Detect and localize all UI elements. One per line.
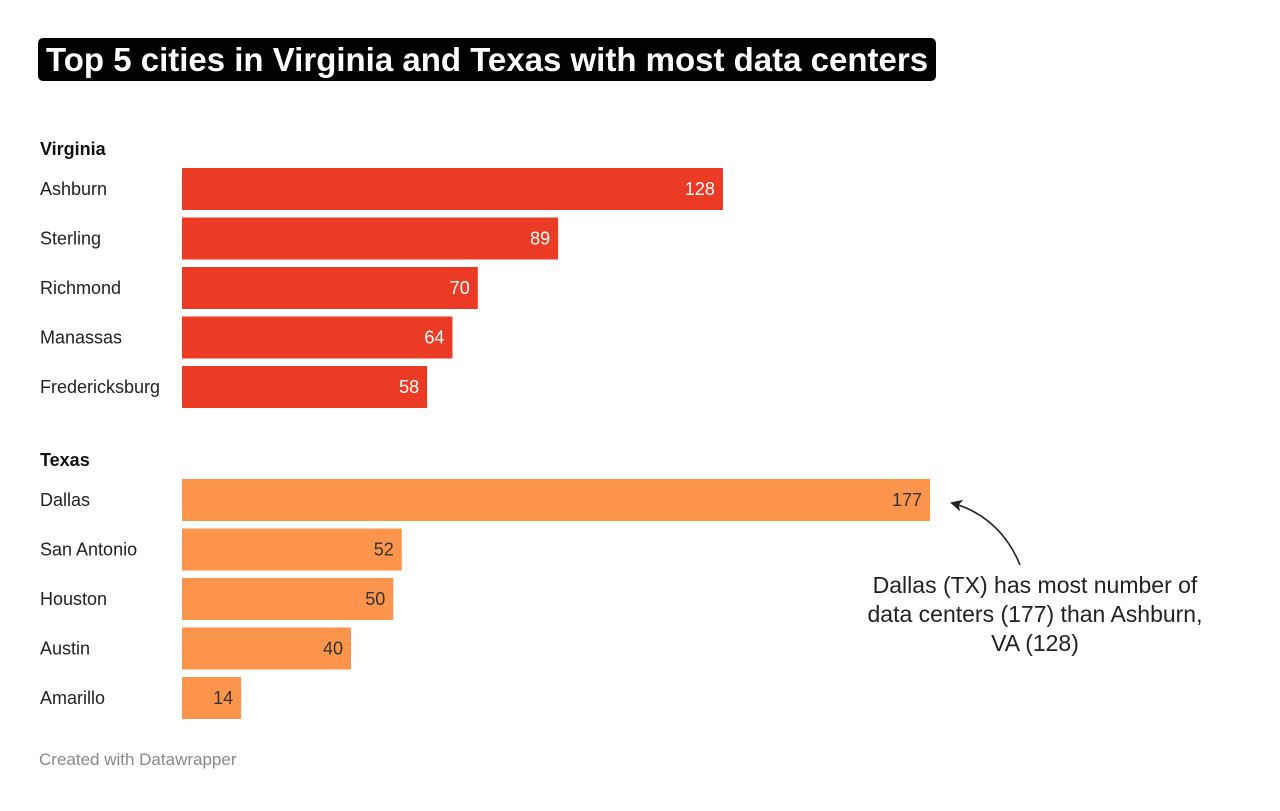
category-label-manassas: Manassas <box>40 328 122 348</box>
bar-austin <box>182 627 352 670</box>
bar-richmond <box>182 267 478 309</box>
value-label-dallas: 177 <box>892 490 922 510</box>
annotation-arrow <box>950 499 1021 566</box>
group-label-texas: Texas <box>40 450 90 470</box>
value-label-austin: 40 <box>323 639 343 659</box>
category-label-san-antonio: San Antonio <box>40 540 137 560</box>
bar-amarillo <box>182 677 242 719</box>
bar-san-antonio <box>182 528 402 571</box>
value-label-sterling: 89 <box>530 229 550 249</box>
value-label-san-antonio: 52 <box>374 540 394 560</box>
category-label-houston: Houston <box>40 589 107 609</box>
group-label-virginia: Virginia <box>40 139 107 159</box>
annotation-line: data centers (177) than Ashburn, <box>868 601 1203 627</box>
category-label-dallas: Dallas <box>40 490 90 510</box>
category-label-sterling: Sterling <box>40 229 101 249</box>
value-label-manassas: 64 <box>424 328 444 348</box>
bar-manassas <box>182 316 453 359</box>
value-label-fredericksburg: 58 <box>399 377 419 397</box>
annotation-line: Dallas (TX) has most number of <box>873 572 1198 598</box>
value-label-houston: 50 <box>365 589 385 609</box>
category-label-richmond: Richmond <box>40 278 121 298</box>
bar-ashburn <box>182 168 723 210</box>
category-label-amarillo: Amarillo <box>40 688 105 708</box>
bar-sterling <box>182 217 559 260</box>
value-label-richmond: 70 <box>450 278 470 298</box>
bar-houston <box>182 578 394 620</box>
footer-credit: Created with Datawrapper <box>39 750 237 769</box>
bar-fredericksburg <box>182 366 428 408</box>
chart-title: Top 5 cities in Virginia and Texas with … <box>38 38 937 81</box>
annotation-line: VA (128) <box>991 630 1079 656</box>
category-label-fredericksburg: Fredericksburg <box>40 377 160 397</box>
category-label-ashburn: Ashburn <box>40 179 107 199</box>
value-label-ashburn: 128 <box>685 179 715 199</box>
annotation-text: Dallas (TX) has most number of data cente… <box>868 572 1203 656</box>
category-label-austin: Austin <box>40 639 90 659</box>
bar-dallas <box>182 479 930 521</box>
value-label-amarillo: 14 <box>213 688 233 708</box>
